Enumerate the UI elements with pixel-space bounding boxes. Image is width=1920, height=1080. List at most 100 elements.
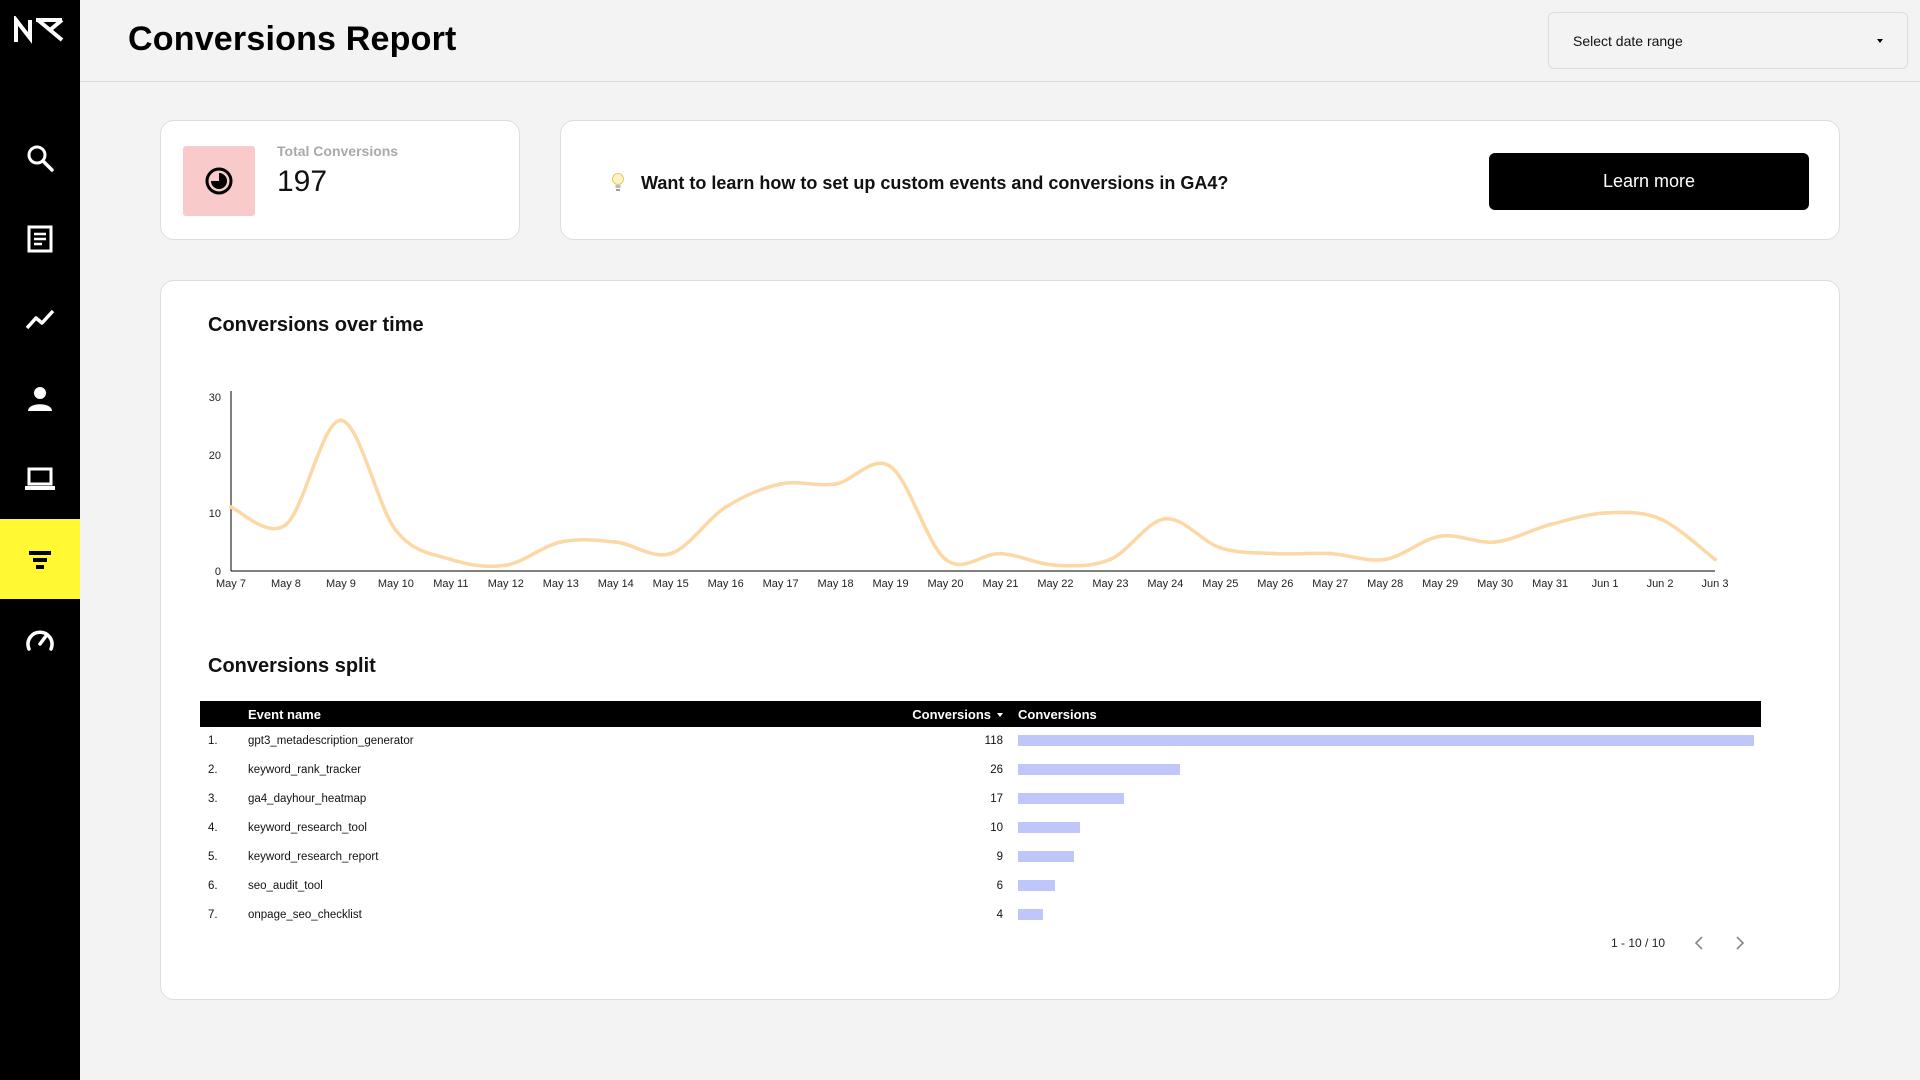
x-tick-label: May 17 (763, 578, 799, 590)
data-point (558, 540, 563, 544)
date-range-label: Select date range (1573, 32, 1683, 49)
table-row[interactable]: 4. keyword_research_tool 10 (200, 814, 1761, 843)
data-point (1438, 534, 1443, 539)
page-title: Conversions Report (128, 20, 457, 58)
x-tick-label: Jun 1 (1592, 578, 1619, 590)
conversions-bar (1018, 909, 1043, 920)
table-row[interactable]: 7. onpage_seo_checklist 4 (200, 901, 1761, 930)
conversions-value: 118 (984, 735, 1003, 747)
x-tick-label: May 15 (653, 578, 689, 590)
nav-trends[interactable] (0, 279, 80, 359)
brand-logo (14, 16, 64, 44)
row-index: 1. (208, 735, 218, 747)
table-row[interactable]: 3. ga4_dayhour_heatmap 17 (200, 785, 1761, 814)
conversions-value: 17 (990, 793, 1003, 805)
person-icon (28, 387, 52, 411)
data-point (833, 482, 838, 486)
kpi-value: 197 (277, 165, 328, 198)
funnel-icon (29, 551, 51, 569)
row-index: 4. (208, 822, 218, 834)
x-tick-label: May 18 (818, 578, 854, 590)
table-row[interactable]: 5. keyword_research_report 9 (200, 843, 1761, 872)
data-point (1603, 511, 1608, 515)
chart-title: Conversions over time (208, 314, 424, 336)
x-tick-label: May 30 (1477, 578, 1513, 590)
x-tick-label: May 29 (1422, 578, 1458, 590)
y-tick-label: 30 (209, 392, 221, 404)
column-header-conversions-bar[interactable]: Conversions (1018, 707, 1097, 722)
data-point (229, 505, 233, 510)
data-point (1108, 557, 1113, 562)
data-point (503, 563, 508, 568)
x-tick-label: May 27 (1312, 578, 1348, 590)
column-header-event-name[interactable]: Event name (248, 707, 321, 722)
data-point (668, 551, 673, 556)
x-tick-label: May 23 (1092, 578, 1128, 590)
nav-search[interactable] (0, 118, 80, 198)
x-tick-label: May 13 (543, 578, 579, 590)
x-tick-label: May 7 (216, 578, 246, 590)
table-row[interactable]: 6. seo_audit_tool 6 (200, 872, 1761, 901)
row-index: 6. (208, 880, 218, 892)
tip-text: Want to learn how to set up custom event… (641, 173, 1229, 193)
conversions-value: 4 (996, 909, 1003, 921)
data-point (448, 557, 453, 562)
conversions-bar (1018, 851, 1075, 862)
chevron-down-icon (1877, 38, 1883, 43)
lightbulb-icon (612, 173, 624, 191)
row-index: 7. (208, 909, 218, 921)
x-tick-label: May 11 (433, 578, 468, 590)
nav-conversions[interactable] (0, 519, 80, 599)
nav-reports[interactable] (0, 199, 80, 279)
conversions-bar (1018, 880, 1056, 891)
data-point (613, 540, 618, 544)
data-point (338, 418, 343, 423)
kpi-label: Total Conversions (277, 143, 399, 159)
data-point (1548, 522, 1553, 527)
chart-donut-icon (205, 167, 233, 195)
column-header-conversions[interactable]: Conversions (912, 707, 1003, 722)
conversions-value: 26 (990, 764, 1003, 776)
date-range-select[interactable]: Select date range (1548, 12, 1908, 69)
table-row[interactable]: 1. gpt3_metadescription_generator 118 (200, 727, 1761, 756)
data-point (393, 528, 398, 533)
x-tick-label: May 26 (1257, 578, 1293, 590)
split-title: Conversions split (208, 655, 376, 677)
data-point (998, 551, 1003, 556)
learn-more-button[interactable]: Learn more (1489, 153, 1809, 210)
y-tick-label: 0 (215, 566, 221, 578)
header: Conversions Report Select date range (80, 0, 1920, 82)
chevron-right-icon (1736, 936, 1745, 950)
x-tick-label: May 22 (1037, 578, 1073, 590)
speedometer-icon (26, 630, 54, 651)
x-tick-label: May 10 (378, 578, 414, 590)
next-page-button[interactable] (1728, 931, 1752, 955)
prev-page-button[interactable] (1687, 931, 1711, 955)
conversions-bar (1018, 764, 1181, 775)
chevron-left-icon (1694, 936, 1703, 950)
kpi-icon-box (183, 146, 255, 216)
data-point (283, 522, 288, 527)
data-point (1383, 557, 1388, 562)
data-point (1493, 540, 1498, 544)
tip-card: Want to learn how to set up custom event… (560, 120, 1840, 240)
x-tick-label: May 14 (598, 578, 634, 590)
event-name: keyword_research_tool (248, 822, 367, 834)
event-name: seo_audit_tool (248, 880, 323, 892)
conversions-value: 9 (996, 851, 1003, 863)
table-body: 1. gpt3_metadescription_generator 118 2. key… (200, 727, 1761, 930)
x-tick-label: May 12 (488, 578, 524, 590)
table-header: Event name Conversions Conversions (200, 701, 1761, 727)
nav-users[interactable] (0, 359, 80, 439)
x-tick-label: May 21 (982, 578, 1018, 590)
nav-performance[interactable] (0, 600, 80, 680)
pagination-label: 1 - 10 / 10 (1611, 936, 1666, 950)
x-tick-label: May 31 (1532, 578, 1568, 590)
data-point (888, 464, 893, 469)
data-point (1328, 551, 1333, 556)
event-name: gpt3_metadescription_generator (248, 735, 414, 747)
x-tick-label: Jun 2 (1647, 578, 1674, 590)
table-row[interactable]: 2. keyword_rank_tracker 26 (200, 756, 1761, 785)
nav-tech[interactable] (0, 439, 80, 519)
conversions-line-chart: 0 10 20 30 May 7 May 8 May 9 May 10 May 11 May 12… (209, 391, 1728, 590)
